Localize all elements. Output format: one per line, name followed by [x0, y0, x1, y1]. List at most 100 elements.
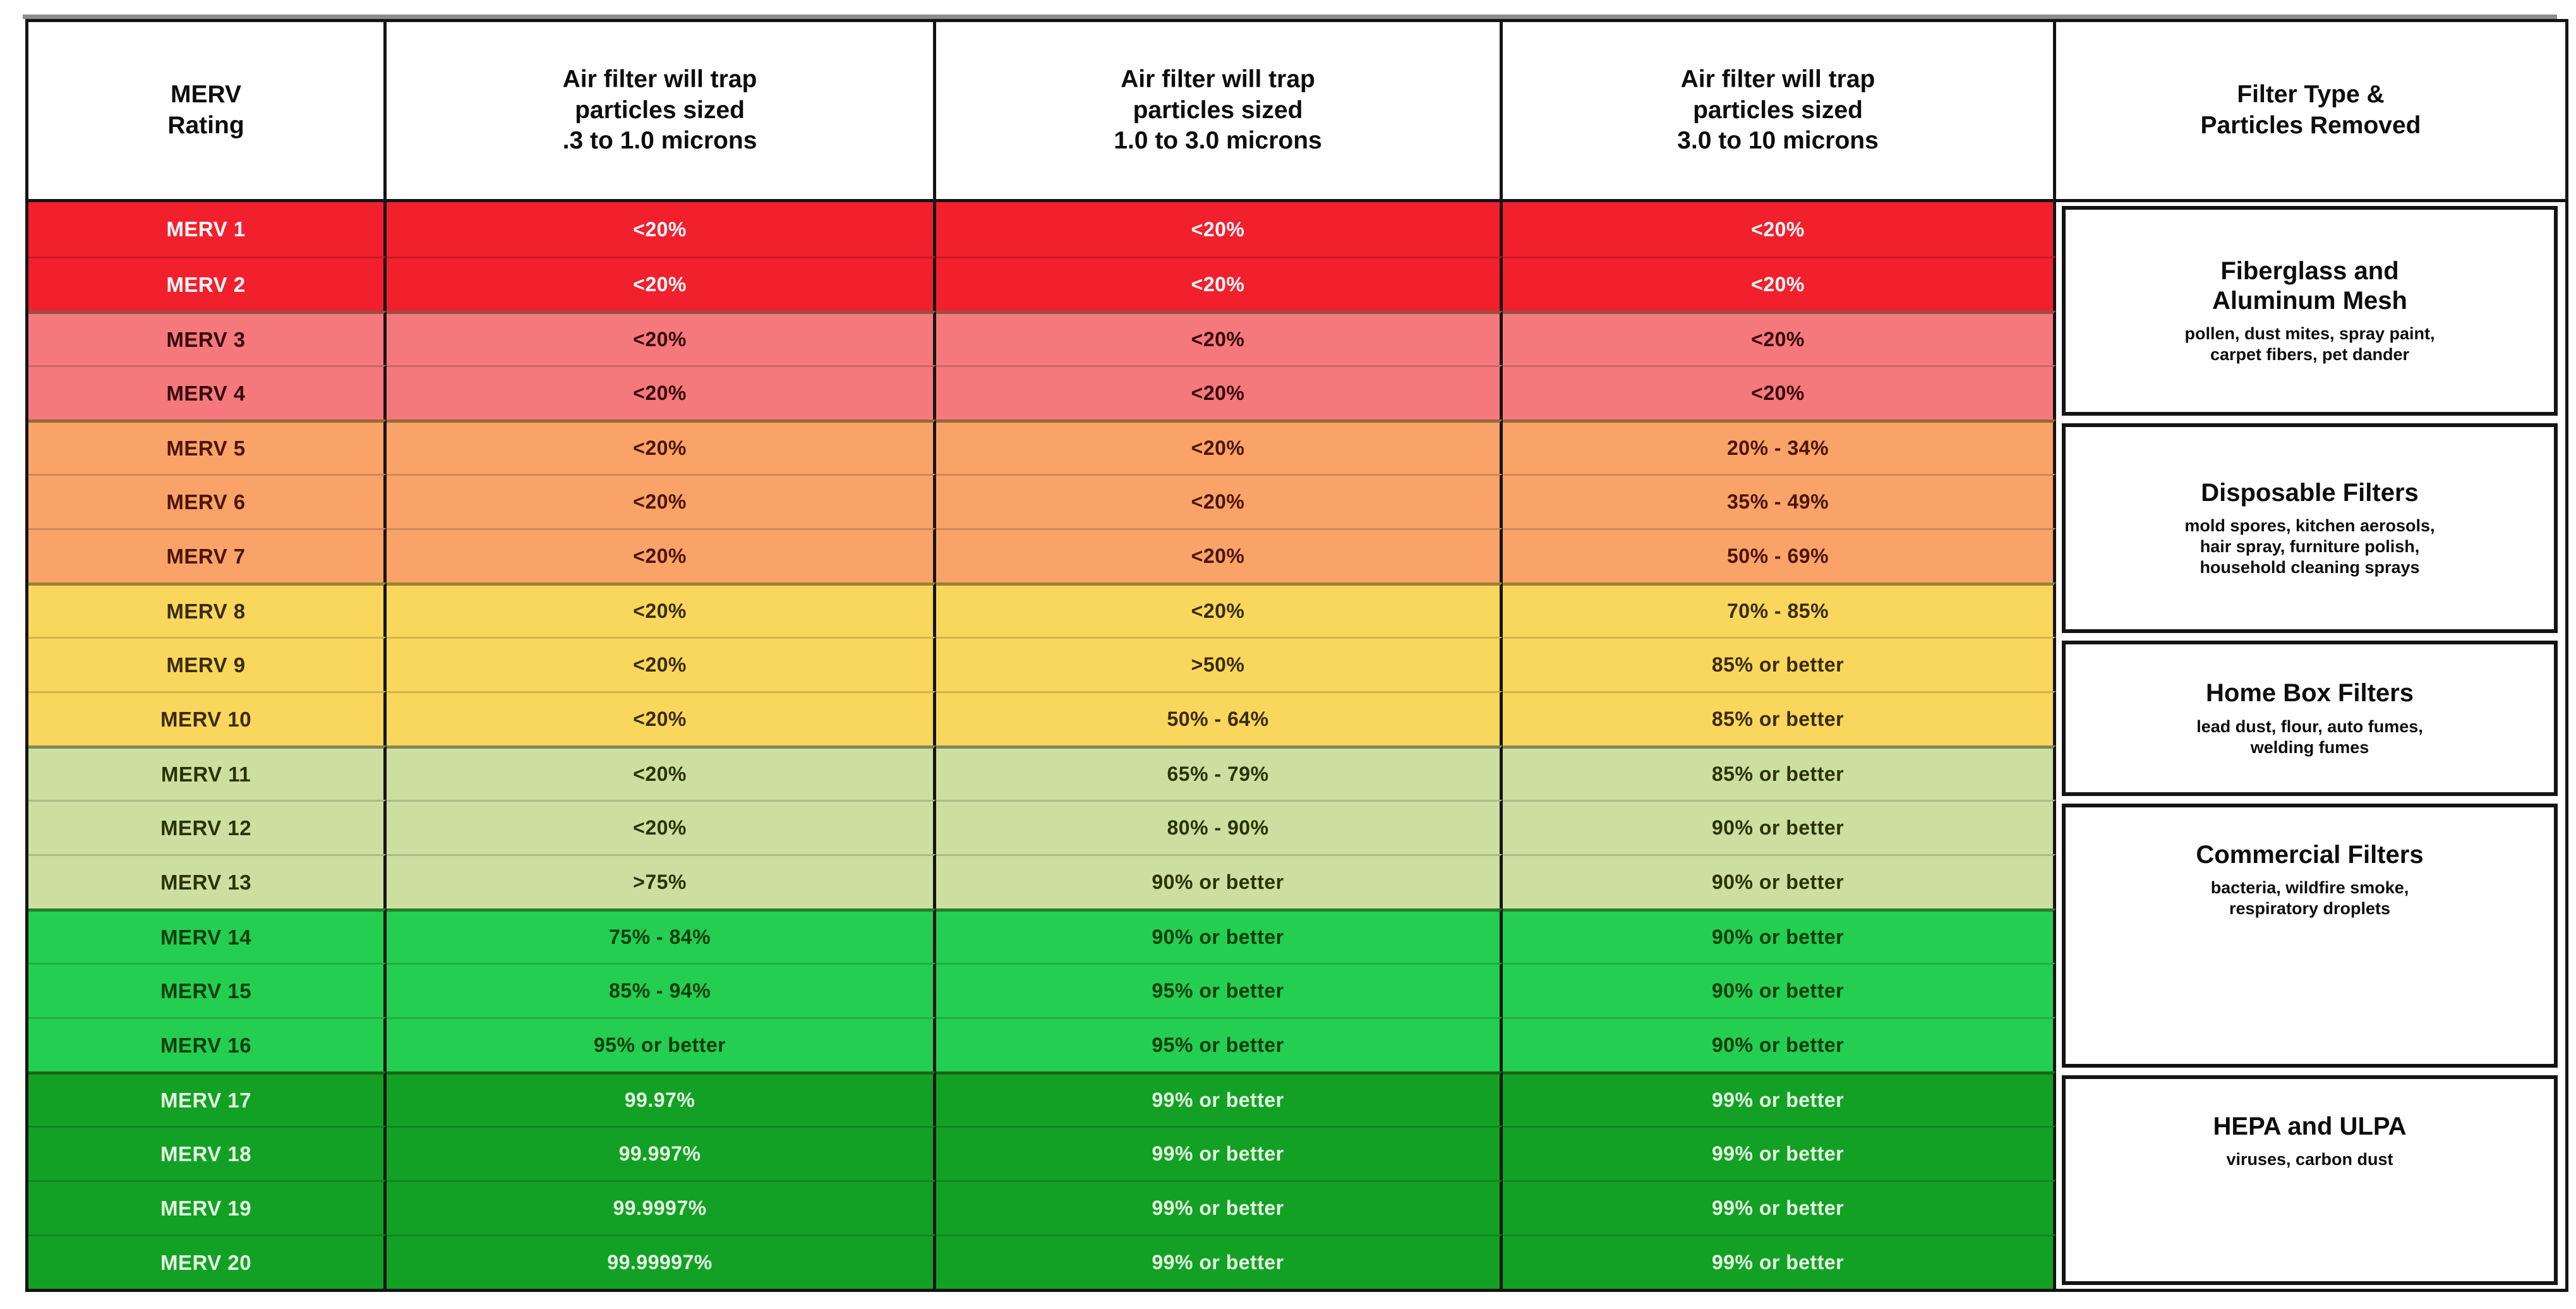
efficiency-cell: <20%	[387, 528, 936, 582]
merv-rating-cell: MERV 20	[28, 1234, 387, 1289]
efficiency-cell: 70% - 85%	[1503, 582, 2056, 637]
efficiency-cell: <20%	[387, 256, 936, 311]
efficiency-cell: <20%	[1503, 311, 2056, 365]
efficiency-cell: <20%	[936, 256, 1503, 311]
merv-rating-cell: MERV 9	[28, 637, 387, 691]
efficiency-cell: >50%	[936, 637, 1503, 691]
efficiency-cell: <20%	[387, 745, 936, 800]
efficiency-cell: <20%	[936, 419, 1503, 474]
efficiency-cell: 99.9997%	[387, 1180, 936, 1234]
column-header-particles-03-10: Air filter will trap particles sized .3 …	[387, 22, 936, 202]
efficiency-cell: 99% or better	[1503, 1126, 2056, 1180]
efficiency-cell: <20%	[936, 582, 1503, 637]
filter-group-box: Fiberglass and Aluminum Mesh pollen, dust…	[2062, 206, 2558, 416]
column-header-filter-type: Filter Type & Particles Removed	[2056, 22, 2565, 202]
efficiency-cell: <20%	[387, 474, 936, 528]
efficiency-cell: <20%	[936, 365, 1503, 419]
efficiency-cell: 85% or better	[1503, 637, 2056, 691]
efficiency-cell: 95% or better	[936, 1017, 1503, 1071]
efficiency-cell: >75%	[387, 854, 936, 908]
merv-rating-cell: MERV 7	[28, 528, 387, 582]
merv-rating-table: MERV Rating Air filter will trap particl…	[25, 19, 2568, 1292]
merv-rating-cell: MERV 19	[28, 1180, 387, 1234]
filter-group-title: Home Box Filters	[2206, 679, 2414, 708]
filter-group-box: Home Box Filters lead dust, flour, auto f…	[2062, 641, 2558, 796]
efficiency-cell: 99% or better	[1503, 1071, 2056, 1126]
efficiency-cell: 85% - 94%	[387, 963, 936, 1017]
efficiency-cell: 99% or better	[1503, 1180, 2056, 1234]
efficiency-cell: 99.99997%	[387, 1234, 936, 1289]
efficiency-cell: 65% - 79%	[936, 745, 1503, 800]
filter-group-particles: pollen, dust mites, spray paint, carpet …	[2184, 324, 2435, 365]
efficiency-cell: <20%	[387, 311, 936, 365]
filter-group-particles: lead dust, flour, auto fumes, welding fu…	[2196, 716, 2423, 757]
merv-rating-cell: MERV 1	[28, 202, 387, 256]
efficiency-cell: 99% or better	[936, 1180, 1503, 1234]
efficiency-cell: <20%	[387, 637, 936, 691]
efficiency-cell: <20%	[387, 582, 936, 637]
efficiency-cell: 99% or better	[936, 1126, 1503, 1180]
efficiency-cell: 50% - 69%	[1503, 528, 2056, 582]
efficiency-cell: <20%	[1503, 365, 2056, 419]
efficiency-cell: 20% - 34%	[1503, 419, 2056, 474]
efficiency-cell: <20%	[387, 202, 936, 256]
efficiency-cell: 35% - 49%	[1503, 474, 2056, 528]
merv-rating-cell: MERV 2	[28, 256, 387, 311]
efficiency-cell: <20%	[387, 365, 936, 419]
efficiency-cell: <20%	[1503, 202, 2056, 256]
efficiency-cell: 99.97%	[387, 1071, 936, 1126]
filter-group-box: HEPA and ULPA viruses, carbon dust	[2062, 1075, 2558, 1285]
column-header-merv-rating: MERV Rating	[28, 22, 387, 202]
filter-group-title: Disposable Filters	[2201, 479, 2419, 507]
efficiency-cell: <20%	[936, 311, 1503, 365]
efficiency-cell: 50% - 64%	[936, 691, 1503, 745]
merv-rating-cell: MERV 12	[28, 800, 387, 854]
efficiency-cell: 80% - 90%	[936, 800, 1503, 854]
merv-rating-cell: MERV 3	[28, 311, 387, 365]
filter-group-title: Fiberglass and Aluminum Mesh	[2212, 256, 2407, 315]
efficiency-cell: <20%	[387, 419, 936, 474]
merv-rating-cell: MERV 15	[28, 963, 387, 1017]
efficiency-cell: 99% or better	[1503, 1234, 2056, 1289]
efficiency-cell: 95% or better	[936, 963, 1503, 1017]
efficiency-cell: 90% or better	[1503, 963, 2056, 1017]
merv-rating-cell: MERV 8	[28, 582, 387, 637]
efficiency-cell: 90% or better	[1503, 854, 2056, 908]
merv-rating-cell: MERV 10	[28, 691, 387, 745]
merv-rating-cell: MERV 6	[28, 474, 387, 528]
filter-group-title: Commercial Filters	[2196, 841, 2424, 869]
merv-rating-cell: MERV 17	[28, 1071, 387, 1126]
merv-rating-cell: MERV 18	[28, 1126, 387, 1180]
merv-rating-cell: MERV 4	[28, 365, 387, 419]
filter-group-title: HEPA and ULPA	[2213, 1113, 2407, 1140]
efficiency-cell: 85% or better	[1503, 745, 2056, 800]
merv-rating-cell: MERV 16	[28, 1017, 387, 1071]
merv-rating-cell: MERV 13	[28, 854, 387, 908]
filter-group-particles: bacteria, wildfire smoke, respiratory dr…	[2210, 878, 2409, 919]
filter-group-box: Commercial Filters bacteria, wildfire smo…	[2062, 804, 2558, 1068]
efficiency-cell: 95% or better	[387, 1017, 936, 1071]
efficiency-cell: 99.997%	[387, 1126, 936, 1180]
efficiency-cell: <20%	[936, 528, 1503, 582]
merv-rating-cell: MERV 5	[28, 419, 387, 474]
efficiency-cell: <20%	[387, 800, 936, 854]
efficiency-cell: 90% or better	[936, 908, 1503, 963]
efficiency-cell: <20%	[1503, 256, 2056, 311]
filter-group-particles: mold spores, kitchen aerosols, hair spra…	[2184, 516, 2435, 577]
efficiency-cell: 90% or better	[1503, 908, 2056, 963]
column-header-particles-10-30: Air filter will trap particles sized 1.0…	[936, 22, 1503, 202]
efficiency-cell: 75% - 84%	[387, 908, 936, 963]
column-header-particles-30-100: Air filter will trap particles sized 3.0…	[1503, 22, 2056, 202]
merv-rating-cell: MERV 14	[28, 908, 387, 963]
efficiency-cell: <20%	[936, 474, 1503, 528]
efficiency-cell: 99% or better	[936, 1071, 1503, 1126]
filter-group-box: Disposable Filters mold spores, kitchen a…	[2062, 423, 2558, 633]
efficiency-cell: 90% or better	[1503, 1017, 2056, 1071]
merv-rating-cell: MERV 11	[28, 745, 387, 800]
efficiency-cell: 90% or better	[936, 854, 1503, 908]
efficiency-cell: 90% or better	[1503, 800, 2056, 854]
top-divider-line	[23, 15, 2557, 19]
filter-group-particles: viruses, carbon dust	[2226, 1150, 2393, 1169]
efficiency-cell: 85% or better	[1503, 691, 2056, 745]
efficiency-cell: 99% or better	[936, 1234, 1503, 1289]
